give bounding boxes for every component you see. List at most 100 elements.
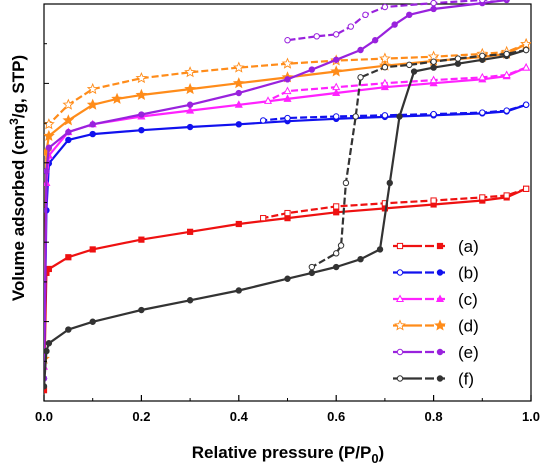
desorption-point xyxy=(502,70,511,79)
adsorption-point xyxy=(308,269,316,277)
desorption-line xyxy=(262,187,527,220)
adsorption-point xyxy=(357,46,364,54)
adsorption-point xyxy=(45,340,53,347)
legend-item: (d) xyxy=(393,317,479,336)
x-axis-ticks: 0.0 0.2 0.4 0.6 0.8 1.0 xyxy=(35,3,540,424)
desorption-point xyxy=(135,71,148,84)
desorption-point xyxy=(503,192,510,199)
desorption-point xyxy=(333,250,340,257)
adsorption-point xyxy=(380,82,389,91)
adsorption-point xyxy=(391,21,398,28)
desorption-point xyxy=(381,64,389,71)
desorption-point xyxy=(284,114,291,122)
adsorption-point xyxy=(65,128,72,136)
desorption-point xyxy=(260,215,267,222)
adsorption-point xyxy=(332,88,341,97)
legend-marker-open xyxy=(394,319,406,331)
adsorption-point xyxy=(186,297,194,304)
adsorption-point xyxy=(330,65,343,77)
desorption-point xyxy=(523,185,530,192)
legend-marker-filled xyxy=(435,294,445,302)
adsorption-point xyxy=(65,136,72,144)
desorption-point xyxy=(362,11,369,19)
adsorption-point xyxy=(430,64,437,71)
y-axis-title: Volume adsorbed (cm3/g, STP) xyxy=(7,55,28,301)
adsorption-point xyxy=(186,101,194,108)
desorption-point xyxy=(357,74,364,81)
adsorption-point xyxy=(138,236,145,243)
desorption-point xyxy=(352,113,359,120)
x-tick-label: 0.2 xyxy=(132,409,150,424)
series-6 xyxy=(44,46,530,390)
legend-item: (a) xyxy=(393,237,479,256)
legend-marker-open xyxy=(396,348,404,356)
adsorption-point xyxy=(45,144,53,151)
desorption-point xyxy=(44,118,55,130)
adsorption-point xyxy=(235,121,243,128)
adsorption-point xyxy=(284,76,291,83)
desorption-line xyxy=(267,66,527,102)
desorption-point xyxy=(333,31,340,38)
desorption-point xyxy=(381,112,389,119)
desorption-point xyxy=(503,50,510,58)
x-tick-label: 0.4 xyxy=(230,409,249,424)
desorption-point xyxy=(347,23,355,30)
legend-marker-filled xyxy=(436,269,444,276)
desorption-point xyxy=(284,209,291,217)
desorption-point xyxy=(333,203,340,210)
desorption-point xyxy=(62,98,75,110)
desorption-point xyxy=(332,82,341,91)
desorption-point xyxy=(281,57,294,69)
adsorption-point xyxy=(89,246,96,253)
desorption-line xyxy=(48,43,527,126)
legend-item: (b) xyxy=(393,264,479,283)
desorption-point xyxy=(430,0,437,7)
adsorption-point xyxy=(406,11,413,19)
desorption-point xyxy=(259,117,267,124)
adsorption-point xyxy=(333,263,340,271)
legend-item: (f) xyxy=(393,370,474,389)
adsorption-point xyxy=(357,255,364,263)
adsorption-point xyxy=(86,98,99,110)
desorption-point xyxy=(478,72,487,81)
desorption-point xyxy=(503,107,510,114)
desorption-point xyxy=(342,179,350,187)
adsorption-point xyxy=(44,168,50,175)
desorption-point xyxy=(522,63,531,71)
x-tick-label: 1.0 xyxy=(522,409,540,424)
adsorption-point xyxy=(284,215,291,222)
adsorption-point xyxy=(333,209,340,216)
adsorption-point xyxy=(111,92,123,104)
desorption-point xyxy=(313,33,320,40)
adsorption-point xyxy=(396,113,403,120)
series-layer xyxy=(44,0,531,394)
desorption-point xyxy=(430,197,437,204)
desorption-point xyxy=(308,263,316,271)
legend-marker-filled xyxy=(434,319,446,331)
adsorption-point xyxy=(187,228,194,235)
desorption-point xyxy=(479,109,486,116)
adsorption-point xyxy=(89,121,96,128)
adsorption-point xyxy=(65,254,72,261)
adsorption-point xyxy=(235,220,242,228)
adsorption-point xyxy=(44,383,48,390)
desorption-point xyxy=(381,3,389,11)
adsorption-point xyxy=(235,89,243,97)
adsorption-point xyxy=(410,68,418,75)
adsorption-point xyxy=(45,265,52,273)
adsorption-point xyxy=(89,130,96,138)
desorption-point xyxy=(429,75,438,84)
adsorption-point xyxy=(283,94,292,102)
legend-item: (e) xyxy=(393,343,479,362)
desorption-point xyxy=(479,0,486,4)
desorption-point xyxy=(479,52,486,60)
adsorption-point xyxy=(44,347,50,355)
series-2 xyxy=(44,101,530,382)
desorption-point xyxy=(522,101,530,108)
adsorption-point xyxy=(138,111,145,118)
desorption-point xyxy=(86,82,99,95)
legend-marker-open xyxy=(395,294,405,302)
adsorption-point xyxy=(138,306,145,314)
desorption-line xyxy=(311,48,527,268)
x-tick-label: 0.6 xyxy=(327,409,345,424)
